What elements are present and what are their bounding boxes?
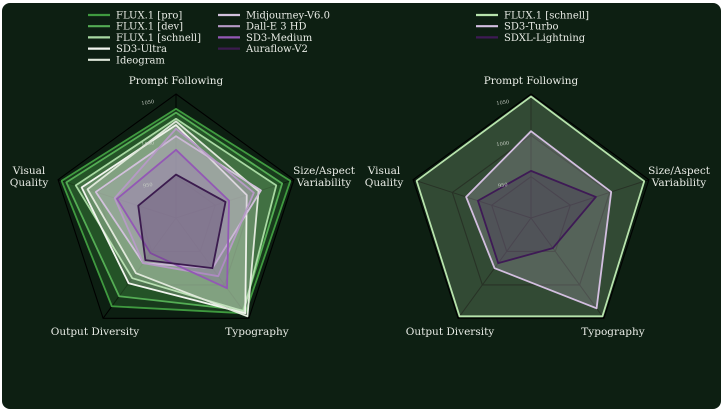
legend-label: SD3-Ultra <box>116 44 167 55</box>
axis-label-prompt-following: Prompt Following <box>129 75 224 87</box>
axis-label-size-aspect-variability: Size/Aspect Variability <box>648 165 711 189</box>
grid-ring-2 <box>451 134 611 286</box>
axis-label-output-diversity: Output Diversity <box>406 326 495 338</box>
radar-chart-1: 1050 1000 950 Prompt Following Size/Aspect Va… <box>10 11 356 339</box>
radial-tick-label: 1000 <box>141 140 154 148</box>
legend-label: SD3-Medium <box>246 33 313 44</box>
series-auraflow-v2 <box>137 173 227 270</box>
legend-item-sd3-medium: SD3-Medium <box>218 33 313 44</box>
radial-tick-label: 1000 <box>496 140 509 148</box>
series-sdxl-lightning <box>477 169 597 265</box>
legend-item-sd3-ultra: SD3-Ultra <box>88 44 167 55</box>
series-flux-1-schnell <box>74 117 278 313</box>
axis-label-size-aspect-variability: Size/Aspect Variability <box>293 165 356 189</box>
legend-item-midjourney-v6-0: Midjourney-V6.0 <box>218 11 330 22</box>
legend-item-sdxl-lightning: SDXL-Lightning <box>476 33 586 44</box>
legend-label: FLUX.1 [schnell] <box>116 33 201 44</box>
spoke-visual-quality <box>412 179 532 219</box>
legend-item-flux-1-schnell: FLUX.1 [schnell] <box>88 33 201 44</box>
axis-label-typography: Typography <box>225 326 288 338</box>
legend: FLUX.1 [pro]FLUX.1 [dev]FLUX.1 [schnell]… <box>88 11 330 66</box>
spoke-output-diversity <box>102 217 177 319</box>
radar-chart-2: 1050 1000 950 Prompt Following Size/Aspect Va… <box>365 11 711 339</box>
legend-label: SD3-Turbo <box>504 22 559 33</box>
spoke-typography <box>530 217 605 319</box>
series-sd3-medium <box>116 148 230 290</box>
grid-ring-1 <box>491 176 571 252</box>
spoke-size-aspect-variability <box>530 179 650 219</box>
axis-label-typography: Typography <box>581 326 644 338</box>
legend-label: FLUX.1 [schnell] <box>504 11 589 22</box>
grid-ring-3 <box>57 93 295 319</box>
legend-label: SDXL-Lightning <box>504 33 586 44</box>
legend-item-dall-e-3-hd: Dall-E 3 HD <box>218 22 307 33</box>
legend-item-flux-1-schnell: FLUX.1 [schnell] <box>476 11 589 22</box>
radial-tick-label: 1050 <box>496 99 509 107</box>
legend-item-flux-1-pro: FLUX.1 [pro] <box>88 11 182 22</box>
legend-label: Dall-E 3 HD <box>246 22 307 33</box>
legend-label: Ideogram <box>116 55 165 66</box>
radial-tick-label: 950 <box>498 182 508 189</box>
series-sd3-turbo <box>465 130 613 310</box>
legend-label: FLUX.1 [pro] <box>116 11 182 22</box>
legend-item-flux-1-dev: FLUX.1 [dev] <box>88 22 183 33</box>
axis-label-visual-quality: Visual Quality <box>10 165 49 189</box>
grid-ring-3 <box>412 93 650 319</box>
radial-tick-label: 1050 <box>141 99 154 107</box>
axis-label-prompt-following: Prompt Following <box>484 75 579 87</box>
legend-item-sd3-turbo: SD3-Turbo <box>476 22 559 33</box>
axis-label-visual-quality: Visual Quality <box>365 165 404 189</box>
legend-label: FLUX.1 [dev] <box>116 22 183 33</box>
legend-item-auraflow-v2: Auraflow-V2 <box>218 44 308 55</box>
legend-label: Auraflow-V2 <box>245 44 308 55</box>
series-flux-1-schnell <box>415 95 646 318</box>
axis-label-output-diversity: Output Diversity <box>51 326 140 338</box>
radial-tick-label: 950 <box>143 182 153 189</box>
spoke-size-aspect-variability <box>175 179 295 219</box>
legend-item-ideogram: Ideogram <box>88 55 165 66</box>
legend-label: Midjourney-V6.0 <box>246 11 330 22</box>
